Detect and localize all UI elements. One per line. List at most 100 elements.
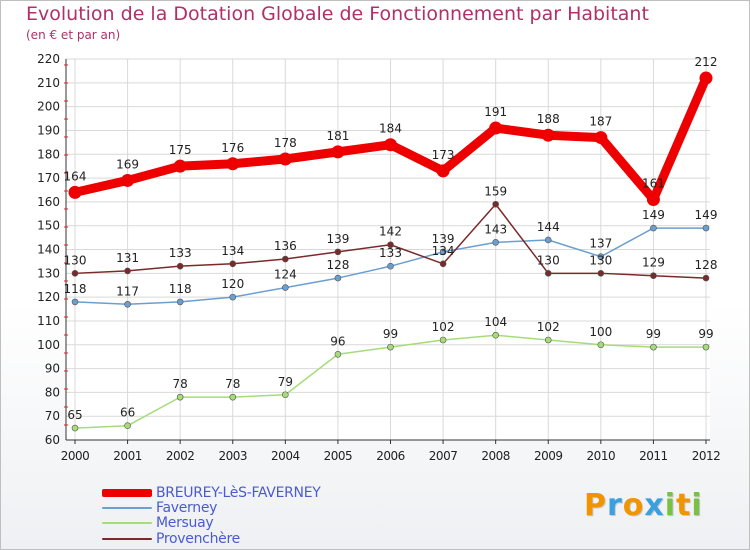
data-label-mersuay: 65 [67,408,82,422]
y-tick-label: 100 [37,338,60,352]
legend-item-faverney: Faverney [102,500,217,516]
y-tick-label: 190 [37,123,60,137]
data-label-provenchere: 159 [484,184,507,198]
data-point-mersuay [229,393,237,401]
x-tick-label: 2001 [113,449,142,463]
data-point-breurey [121,173,135,187]
chart-title: Evolution de la Dotation Globale de Fonc… [26,3,649,25]
legend-item-mersuay: Mersuay [102,515,214,531]
data-point-provenchere [597,270,605,277]
data-point-mersuay [492,331,499,339]
data-label-mersuay: 99 [383,327,398,341]
data-label-breurey: 161 [642,176,665,190]
data-point-mersuay [176,393,184,401]
data-label-breurey: 184 [379,122,402,136]
legend-swatch-provenchere [102,538,152,540]
data-point-faverney [229,293,237,301]
data-label-faverney: 137 [589,237,612,251]
data-label-provenchere: 139 [326,232,349,246]
chart-subtitle: (en € et par an) [26,28,121,42]
data-point-breurey [331,145,345,159]
data-point-breurey [384,138,397,152]
data-label-mersuay: 99 [698,327,713,341]
y-tick-label: 120 [37,290,60,304]
data-point-breurey [436,164,450,178]
y-tick-label: 70 [45,409,60,423]
data-point-provenchere [492,200,499,208]
data-label-breurey: 212 [695,55,718,69]
data-point-faverney [650,224,657,232]
data-label-faverney: 120 [221,277,244,291]
data-point-provenchere [544,270,552,277]
y-tick-label: 200 [37,100,60,114]
data-label-mersuay: 102 [537,320,560,334]
data-point-faverney [176,298,184,306]
data-point-provenchere [702,274,710,282]
legend-item-provenchere: Provenchère [102,531,240,547]
data-point-faverney [492,239,499,246]
data-label-mersuay: 102 [432,320,455,334]
legend-label-provenchere: Provenchère [156,531,240,547]
data-label-faverney: 143 [484,222,507,236]
data-label-faverney: 144 [537,220,560,234]
legend-swatch-breurey [102,489,152,497]
data-point-provenchere [176,262,184,270]
data-label-breurey: 175 [169,143,192,157]
logo-letter: o [622,488,645,523]
data-point-faverney [439,248,447,256]
data-point-mersuay [334,350,342,358]
data-point-breurey [699,71,713,85]
data-label-provenchere: 142 [379,225,402,239]
y-tick-label: 170 [37,171,60,185]
data-label-provenchere: 134 [221,244,244,258]
data-point-faverney [387,262,394,270]
data-label-provenchere: 133 [169,246,192,260]
legend-swatch-mersuay [102,522,152,524]
data-label-faverney: 118 [169,282,192,296]
data-point-provenchere [229,260,237,268]
data-point-mersuay [387,343,394,351]
data-label-breurey: 178 [274,136,297,150]
data-label-breurey: 188 [537,112,560,126]
x-tick-label: 2004 [271,449,300,463]
legend-label-mersuay: Mersuay [156,515,214,531]
data-point-faverney [124,300,131,308]
data-label-provenchere: 131 [116,251,139,265]
data-label-breurey: 176 [221,141,244,155]
data-label-faverney: 117 [116,284,139,298]
data-label-faverney: 149 [642,208,665,222]
y-tick-label: 210 [37,76,60,90]
data-label-mersuay: 99 [646,327,661,341]
data-point-faverney [334,274,342,282]
data-point-breurey [278,152,292,166]
data-point-breurey [594,131,608,145]
data-point-breurey [646,192,660,206]
data-label-provenchere: 128 [695,258,718,272]
data-point-provenchere [282,255,289,263]
data-point-faverney [71,298,79,306]
x-tick-label: 2003 [218,449,247,463]
x-tick-label: 2011 [639,449,668,463]
x-tick-label: 2002 [166,449,195,463]
y-tick-label: 150 [37,219,60,233]
logo-letter: r [607,488,623,523]
data-point-provenchere [334,248,342,256]
data-point-provenchere [71,270,79,277]
data-point-faverney [702,224,710,232]
data-point-mersuay [544,336,552,344]
data-label-faverney: 128 [326,258,349,272]
data-point-mersuay [597,341,605,349]
data-point-faverney [597,253,605,260]
y-tick-label: 80 [45,385,60,399]
data-label-provenchere: 136 [274,239,297,253]
data-point-mersuay [124,422,131,430]
data-point-mersuay [282,391,289,399]
data-point-breurey [226,157,240,171]
x-tick-label: 2006 [376,449,405,463]
legend-label-faverney: Faverney [156,500,218,516]
y-tick-label: 60 [45,433,60,447]
data-label-breurey: 191 [484,105,507,119]
data-label-breurey: 173 [432,148,455,162]
data-point-mersuay [650,343,657,351]
data-point-breurey [173,159,187,173]
